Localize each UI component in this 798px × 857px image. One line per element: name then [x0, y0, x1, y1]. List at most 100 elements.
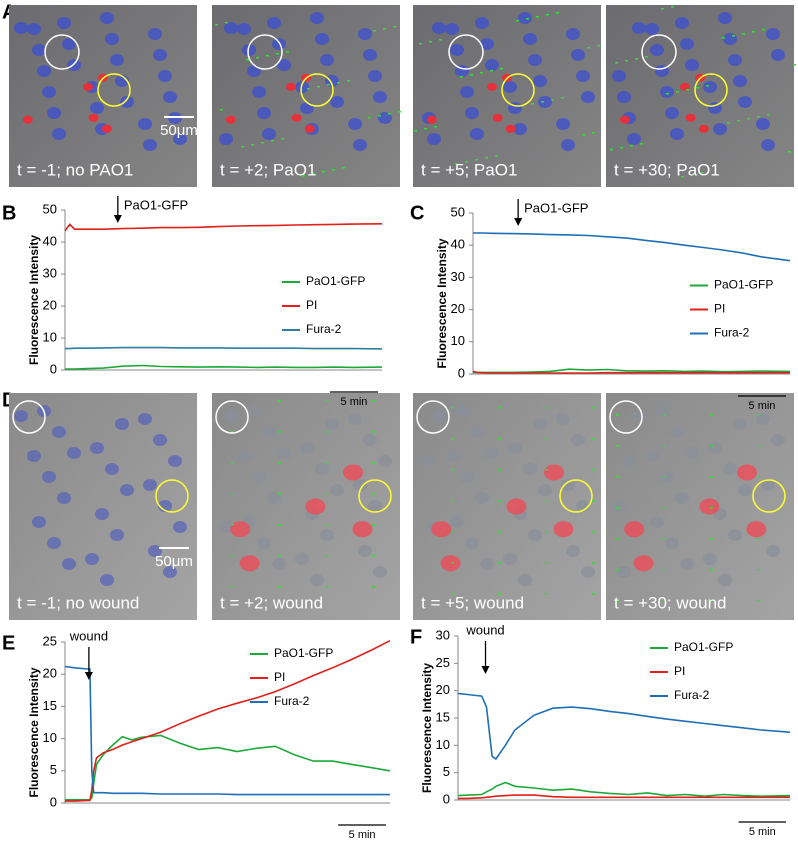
bacteria	[241, 146, 244, 148]
bacteria	[696, 87, 699, 89]
cell	[115, 418, 129, 430]
cell	[42, 471, 56, 483]
cell	[632, 22, 646, 34]
cell	[665, 107, 679, 119]
bacteria	[616, 445, 619, 447]
cell	[450, 516, 464, 528]
cell	[445, 23, 459, 35]
cell	[450, 44, 464, 56]
bacteria	[261, 142, 264, 144]
cell	[300, 442, 314, 454]
cell	[665, 537, 679, 549]
bacteria	[516, 20, 519, 22]
cell	[14, 22, 28, 34]
bacteria	[757, 569, 760, 571]
cell	[723, 33, 737, 45]
cell	[153, 49, 167, 61]
cell	[348, 118, 362, 130]
roi-white	[12, 400, 46, 434]
cell	[27, 450, 41, 462]
bacteria	[663, 600, 666, 602]
bacteria	[545, 531, 548, 533]
cell-red	[230, 521, 251, 538]
cell	[277, 447, 291, 459]
bacteria	[747, 118, 750, 120]
cell	[675, 492, 689, 504]
cell	[645, 450, 659, 462]
bacteria	[616, 600, 619, 602]
bacteria	[312, 173, 315, 175]
cell-red	[22, 115, 33, 124]
cell	[100, 574, 114, 586]
bacteria	[526, 18, 529, 20]
cell	[224, 22, 238, 34]
bacteria	[266, 55, 269, 57]
bacteria	[325, 524, 328, 526]
bacteria	[732, 35, 735, 37]
cell	[353, 139, 367, 151]
y-tick-label: 0	[458, 365, 465, 380]
bacteria	[616, 507, 619, 509]
roi-white	[609, 400, 643, 434]
bacteria	[635, 58, 638, 60]
cell-red	[305, 498, 326, 515]
cell-red	[352, 521, 373, 538]
bacteria	[666, 93, 669, 95]
cell	[518, 12, 532, 24]
cell	[523, 463, 537, 475]
legend-label: Fura-2	[714, 326, 750, 340]
bacteria	[706, 85, 709, 87]
bacteria	[727, 122, 730, 124]
image-label: t = +2; wound	[220, 593, 323, 612]
y-tick-label: 25	[43, 633, 57, 648]
bacteria	[325, 493, 328, 495]
bacteria	[592, 438, 595, 440]
bacteria	[691, 174, 694, 176]
bacteria	[610, 149, 613, 151]
cell	[143, 479, 157, 491]
cell-red	[679, 82, 690, 91]
bacteria	[327, 84, 330, 86]
cell	[703, 553, 717, 565]
cell	[503, 81, 517, 93]
cell	[655, 405, 669, 417]
cell	[368, 70, 382, 82]
bacteria	[592, 500, 595, 502]
cell	[518, 574, 532, 586]
series-line	[65, 346, 383, 350]
bacteria	[372, 555, 375, 557]
bacteria	[451, 438, 454, 440]
cell	[363, 434, 377, 446]
bacteria	[495, 155, 498, 157]
cell	[295, 553, 309, 565]
cell	[219, 133, 233, 145]
bacteria	[337, 82, 340, 84]
bacteria	[251, 144, 254, 146]
bacteria	[434, 126, 437, 128]
y-tick-label: 0	[443, 791, 450, 806]
y-tick-label: 10	[43, 329, 57, 344]
roi-white	[416, 400, 450, 434]
cell	[660, 86, 674, 98]
bacteria	[317, 86, 320, 88]
cell	[571, 49, 585, 61]
cell	[528, 54, 542, 66]
series-line	[457, 781, 791, 798]
cell	[120, 96, 134, 108]
bacteria	[325, 400, 328, 402]
bacteria	[342, 167, 345, 169]
cell	[422, 455, 436, 467]
cell	[738, 484, 752, 496]
y-tick-label: 25	[436, 655, 450, 670]
cell-red	[698, 124, 709, 133]
bacteria	[663, 476, 666, 478]
time-scale-label: 5 min	[341, 396, 368, 408]
bacteria	[388, 113, 391, 115]
cell-red	[225, 115, 236, 124]
cell	[219, 521, 233, 533]
bacteria	[276, 53, 279, 55]
cell	[571, 434, 585, 446]
bacteria	[302, 175, 305, 177]
cell-red	[304, 124, 315, 133]
cell	[257, 537, 271, 549]
